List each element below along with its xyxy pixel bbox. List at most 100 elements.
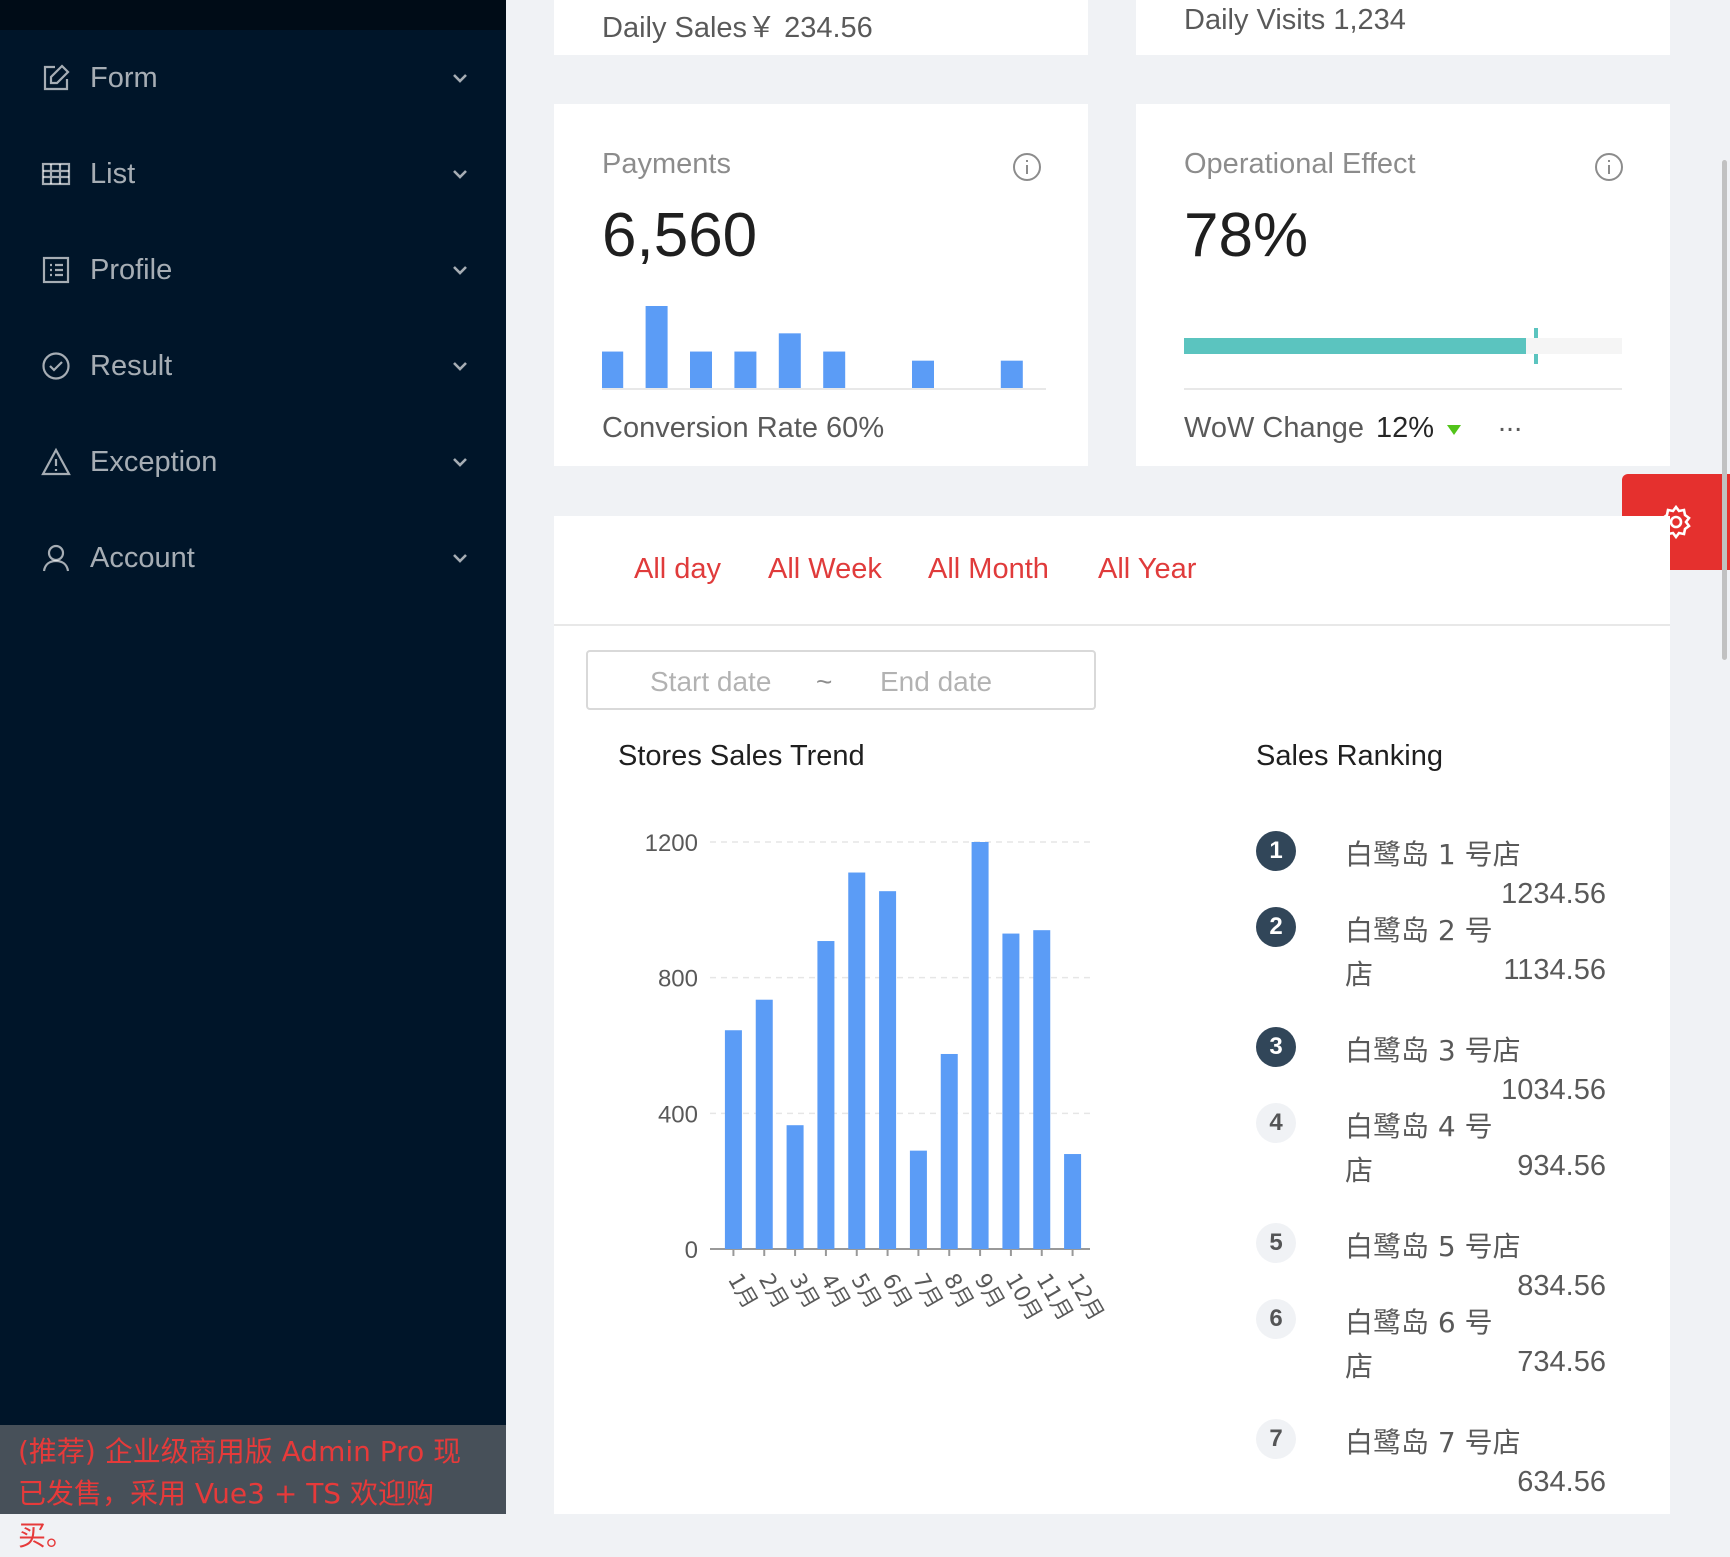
check-circle-icon bbox=[40, 350, 72, 382]
rank-store-value: 1134.56 bbox=[1503, 954, 1606, 986]
mini-bar bbox=[1000, 360, 1023, 388]
operational-value: 78% bbox=[1184, 201, 1309, 270]
trend-bar bbox=[1002, 933, 1020, 1249]
sidebar-item-label: Form bbox=[90, 61, 158, 94]
divider bbox=[1184, 388, 1622, 390]
operational-effect-card: Operational Effect 78% WoW Change 12% ..… bbox=[1136, 104, 1670, 466]
trend-bar bbox=[1033, 930, 1051, 1249]
rank-store-name: 白鹭岛 7 号店 bbox=[1345, 1426, 1521, 1459]
tab-all-year[interactable]: All Year bbox=[1098, 553, 1197, 585]
end-date-input[interactable]: End date bbox=[880, 666, 993, 697]
mini-bar bbox=[690, 351, 712, 388]
rank-badge: 1 bbox=[1256, 831, 1296, 871]
sidebar-header bbox=[0, 0, 506, 30]
rank-badge: 3 bbox=[1256, 1027, 1296, 1067]
rank-store-name: 白鹭岛 1 号店 bbox=[1345, 838, 1521, 871]
table-icon bbox=[40, 158, 72, 190]
trend-bar bbox=[940, 1053, 958, 1249]
tab-all-week[interactable]: All Week bbox=[768, 553, 882, 585]
rank-store-value: 734.56 bbox=[1517, 1346, 1606, 1378]
conversion-rate: Conversion Rate 60% bbox=[602, 412, 885, 444]
mini-bar bbox=[823, 351, 846, 388]
operational-title: Operational Effect bbox=[1184, 148, 1416, 180]
y-tick-label: 1200 bbox=[645, 830, 698, 857]
promo-text[interactable]: (推荐) 企业级商用版 Admin Pro 现已发售，采用 Vue3 + TS … bbox=[18, 1435, 462, 1552]
sidebar-item-list[interactable]: List bbox=[0, 139, 506, 209]
rank-store-value: 834.56 bbox=[1517, 1270, 1606, 1302]
rank-store-value: 934.56 bbox=[1517, 1150, 1606, 1182]
x-tick-label: 9月 bbox=[969, 1270, 1009, 1314]
wow-value: 12% bbox=[1376, 412, 1435, 444]
mini-bar bbox=[912, 360, 934, 388]
rank-badge: 5 bbox=[1256, 1223, 1296, 1263]
trend-bar bbox=[971, 842, 989, 1249]
trend-title: Stores Sales Trend bbox=[618, 740, 865, 772]
chevron-down-icon bbox=[453, 170, 467, 179]
daily-sales-text: Daily Sales￥ 234.56 bbox=[602, 12, 873, 44]
sidebar-item-label: Exception bbox=[90, 445, 218, 478]
sidebar-item-form[interactable]: Form bbox=[0, 43, 506, 113]
y-tick-label: 0 bbox=[685, 1237, 698, 1264]
payments-mini-chart bbox=[602, 306, 1023, 388]
sidebar-item-result[interactable]: Result bbox=[0, 331, 506, 401]
chevron-down-icon bbox=[453, 266, 467, 275]
x-tick-label: 2月 bbox=[753, 1270, 793, 1314]
x-tick-label: 8月 bbox=[938, 1270, 978, 1314]
progress-fill bbox=[1184, 338, 1526, 354]
page-scrollbar[interactable] bbox=[1722, 160, 1727, 660]
mini-bar bbox=[645, 306, 668, 388]
tab-all-day[interactable]: All day bbox=[634, 553, 722, 585]
chevron-down-icon bbox=[453, 74, 467, 83]
sidebar: Form List Profile Result bbox=[0, 0, 506, 1552]
payments-card: Payments 6,560 Conversion Rate 60% bbox=[554, 104, 1088, 466]
info-icon[interactable] bbox=[1012, 152, 1042, 182]
tab-all-month[interactable]: All Month bbox=[928, 553, 1049, 585]
x-tick-label: 3月 bbox=[784, 1270, 824, 1314]
start-date-input[interactable]: Start date bbox=[650, 666, 772, 697]
chevron-down-icon bbox=[453, 362, 467, 371]
date-range-picker[interactable]: Start date ~ End date bbox=[586, 650, 1096, 710]
rank-store-value: 634.56 bbox=[1517, 1466, 1606, 1498]
trend-bar bbox=[817, 941, 835, 1249]
tab-divider bbox=[554, 624, 1670, 626]
more-indicator[interactable]: ... bbox=[1498, 406, 1523, 438]
warning-icon bbox=[40, 446, 72, 478]
x-tick-label: 1月 bbox=[722, 1270, 762, 1314]
sidebar-item-exception[interactable]: Exception bbox=[0, 427, 506, 497]
sidebar-item-account[interactable]: Account bbox=[0, 523, 506, 593]
y-tick-label: 800 bbox=[658, 966, 698, 993]
rank-store-name: 白鹭岛 5 号店 bbox=[1345, 1230, 1521, 1263]
wow-label: WoW Change bbox=[1184, 412, 1364, 444]
trend-bar bbox=[755, 999, 773, 1249]
chevron-down-icon bbox=[453, 458, 467, 467]
payments-title: Payments bbox=[602, 148, 731, 180]
daily-visits-card: Daily Visits 1,234 bbox=[1136, 0, 1670, 55]
form-icon bbox=[40, 62, 72, 94]
x-tick-label: 4月 bbox=[815, 1270, 855, 1314]
trend-bar bbox=[1064, 1154, 1082, 1249]
mini-bar bbox=[602, 351, 624, 388]
x-tick-label: 7月 bbox=[907, 1270, 947, 1314]
info-icon[interactable] bbox=[1594, 152, 1624, 182]
trend-bar bbox=[879, 891, 897, 1249]
daily-visits-text: Daily Visits 1,234 bbox=[1184, 4, 1406, 36]
mini-bar bbox=[778, 333, 801, 388]
sidebar-item-profile[interactable]: Profile bbox=[0, 235, 506, 305]
sidebar-item-label: Result bbox=[90, 349, 173, 382]
daily-sales-card: Daily Sales￥ 234.56 bbox=[554, 0, 1088, 55]
payments-value: 6,560 bbox=[602, 201, 758, 270]
sidebar-item-label: List bbox=[90, 157, 136, 190]
sidebar-item-label: Profile bbox=[90, 253, 173, 286]
rank-store-name: 白鹭岛 6 号店 bbox=[1345, 1306, 1493, 1383]
profile-icon bbox=[40, 254, 72, 286]
range-separator: ~ bbox=[816, 666, 833, 697]
rank-store-name: 白鹭岛 4 号店 bbox=[1345, 1110, 1493, 1187]
rank-store-value: 1234.56 bbox=[1501, 878, 1606, 910]
user-icon bbox=[40, 542, 72, 574]
trend-bar bbox=[786, 1125, 804, 1249]
trend-bar bbox=[724, 1030, 742, 1249]
mini-bar bbox=[734, 351, 757, 388]
rank-badge: 2 bbox=[1256, 907, 1296, 947]
promo-banner[interactable]: (推荐) 企业级商用版 Admin Pro 现已发售，采用 Vue3 + TS … bbox=[0, 1425, 506, 1552]
